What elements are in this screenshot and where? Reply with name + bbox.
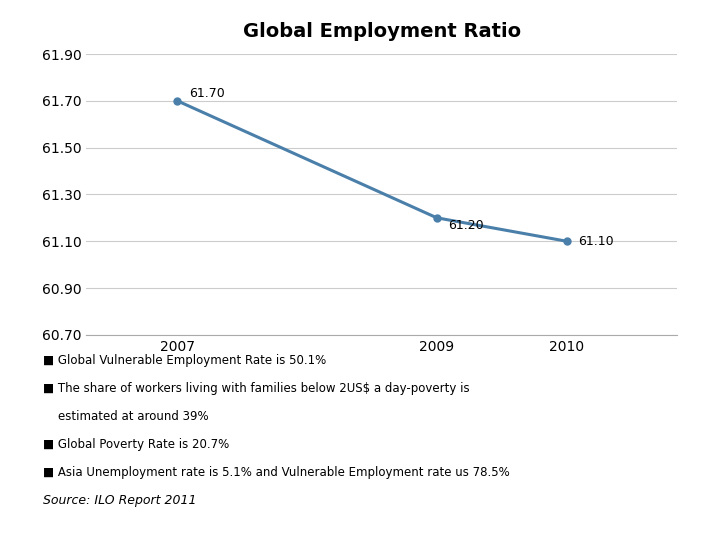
Text: ■ The share of workers living with families below 2US$ a day-poverty is: ■ The share of workers living with famil…	[43, 382, 470, 395]
Text: ■ Global Vulnerable Employment Rate is 50.1%: ■ Global Vulnerable Employment Rate is 5…	[43, 354, 326, 367]
Text: ■ Global Poverty Rate is 20.7%: ■ Global Poverty Rate is 20.7%	[43, 438, 230, 451]
Text: Source: ILO Report 2011: Source: ILO Report 2011	[43, 494, 197, 507]
Text: 61.70: 61.70	[189, 86, 225, 99]
Text: ■ Asia Unemployment rate is 5.1% and Vulnerable Employment rate us 78.5%: ■ Asia Unemployment rate is 5.1% and Vul…	[43, 466, 510, 479]
Text: estimated at around 39%: estimated at around 39%	[43, 410, 209, 423]
Text: 61.20: 61.20	[449, 219, 484, 232]
Title: Global Employment Ratio: Global Employment Ratio	[243, 22, 521, 42]
Text: 61.10: 61.10	[578, 235, 614, 248]
